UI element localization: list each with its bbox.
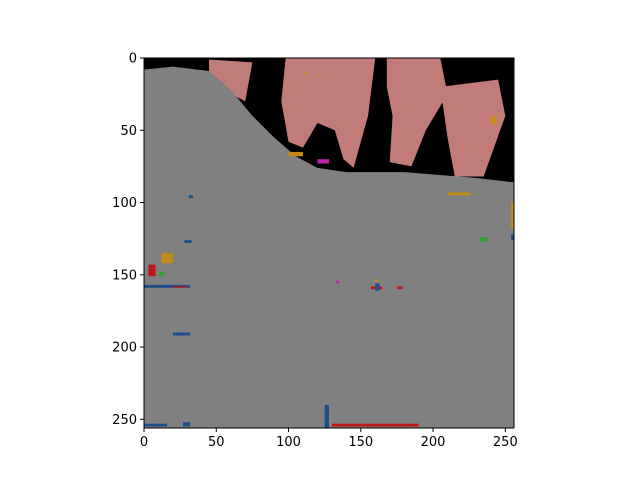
- y-tick-label-0: 0: [129, 52, 137, 67]
- y-tick-label-150: 150: [112, 268, 137, 283]
- speckle-blue-1: [184, 240, 192, 243]
- x-tick-label-150: 150: [348, 435, 373, 450]
- speckle-orange-11: [511, 202, 514, 229]
- x-tick-label-0: 0: [140, 435, 148, 450]
- speckle-orange-24: [490, 115, 497, 125]
- x-tick-label-250: 250: [493, 435, 518, 450]
- x-tick-label-200: 200: [421, 435, 446, 450]
- speckle-red-18: [331, 423, 419, 427]
- speckle-blue-19: [144, 423, 168, 427]
- speckle-blue-0: [188, 195, 194, 199]
- heatmap-plot-area: [144, 58, 514, 428]
- speckle-red-14: [396, 286, 403, 290]
- speckle-orange-16: [375, 279, 379, 283]
- speckle-orange-22: [288, 151, 303, 157]
- speckle-blue-17: [324, 404, 329, 428]
- speckle-magenta-21: [317, 159, 329, 164]
- upper-region-shape-2: [386, 58, 448, 167]
- upper-region-shape-3: [440, 79, 506, 177]
- speckle-blue-7: [172, 332, 191, 336]
- axes-frame: [143, 57, 515, 429]
- y-axis: 0 50 100 150 200 250: [112, 52, 144, 428]
- x-axis: 0 50 100 150 200 250: [140, 428, 518, 450]
- speckle-blue-10: [511, 234, 514, 241]
- y-tick-label-200: 200: [112, 341, 137, 356]
- y-tick-label-100: 100: [112, 196, 137, 211]
- x-tick-label-50: 50: [208, 435, 225, 450]
- speckle-blue-20: [183, 422, 191, 427]
- y-tick-label-50: 50: [120, 124, 137, 139]
- speckle-blue-5: [144, 284, 191, 288]
- speckle-red-2: [148, 264, 156, 277]
- speckle-green-4: [158, 271, 165, 277]
- x-tick-label-100: 100: [276, 435, 301, 450]
- upper-region-shape-1: [281, 58, 376, 168]
- speckle-magenta-15: [336, 280, 340, 284]
- speckle-orange-23: [302, 71, 306, 74]
- speckle-green-9: [479, 237, 488, 242]
- speckle-blue-13: [375, 283, 380, 291]
- ground-region: [144, 66, 514, 428]
- speckle-red-6: [172, 286, 188, 288]
- speckle-orange-8: [447, 192, 471, 196]
- speckle-orange-3: [161, 253, 173, 264]
- upper-region-shape-0: [209, 59, 253, 102]
- y-tick-label-250: 250: [112, 413, 137, 428]
